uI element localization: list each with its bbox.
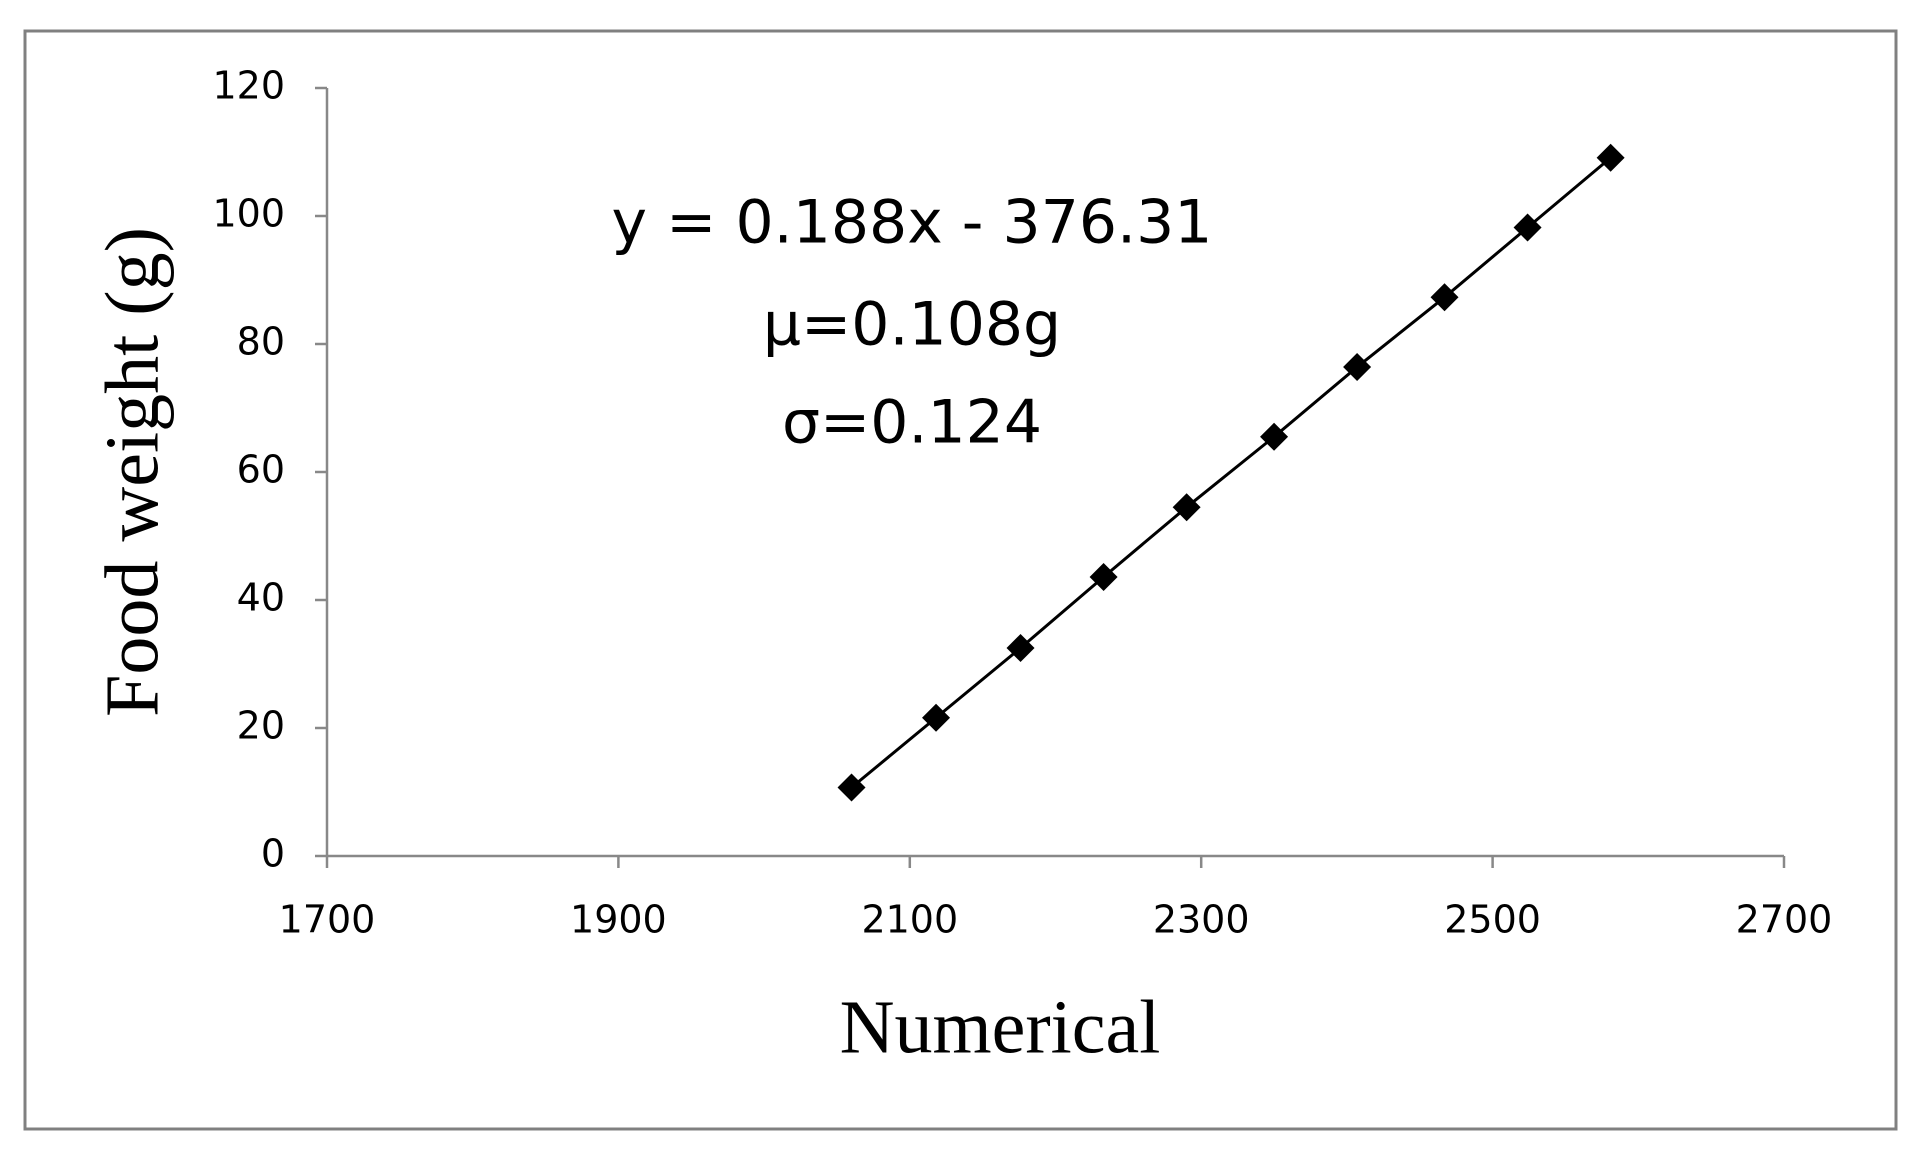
marker [1513,213,1542,242]
x-axis-title: Numerical [840,985,1161,1069]
marker [1343,353,1372,382]
annotation: y = 0.188x - 376.31 [612,188,1213,258]
annotation: σ=0.124 [782,388,1042,458]
y-tick-label: 60 [237,448,285,492]
marker [922,703,951,732]
y-tick-label: 80 [237,320,285,364]
chart-frame [23,29,1898,1131]
marker [1260,422,1289,451]
marker [1089,562,1118,591]
x-tick-label: 2100 [861,898,958,942]
y-tick-label: 40 [237,576,285,620]
y-tick-label: 0 [261,832,285,876]
y-tick-label: 100 [212,192,285,236]
marker [1006,634,1035,662]
x-tick-label: 2700 [1736,898,1833,942]
y-tick-label: 20 [237,704,285,748]
marker [1430,283,1459,312]
x-tick-label: 2500 [1444,898,1541,942]
x-tick-label: 1900 [570,898,667,942]
marker [1596,143,1625,172]
x-tick-label: 1700 [279,898,376,942]
y-tick-label: 120 [212,64,285,108]
annotation: μ=0.108g [763,290,1061,360]
marker [1172,493,1201,522]
x-tick-label: 2300 [1153,898,1250,942]
series-line [850,156,1612,789]
marker [837,773,866,802]
y-axis-title: Food weight (g) [90,227,174,717]
